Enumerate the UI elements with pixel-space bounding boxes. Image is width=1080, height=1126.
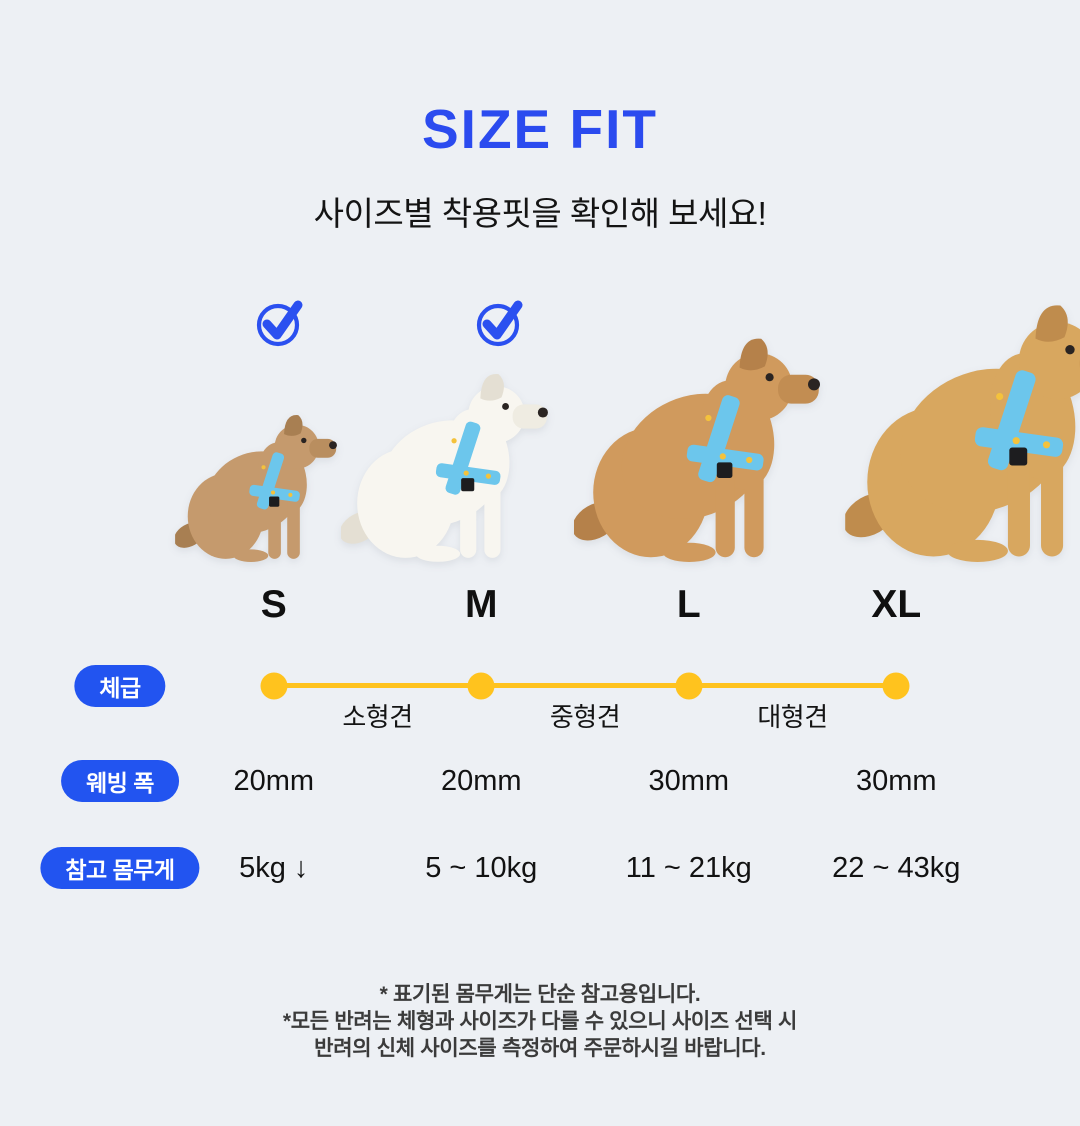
- timeline-segment-label: 중형견: [549, 702, 621, 732]
- weight-class-pill: 체급: [74, 665, 166, 707]
- dog-photos-row: [170, 298, 1000, 562]
- size-labels-row: S M L XL: [170, 581, 1000, 629]
- timeline-line: [274, 683, 896, 688]
- size-label-xl: XL: [871, 583, 922, 626]
- webbing-width-row: 웨빙 폭 20mm 20mm 30mm 30mm: [0, 757, 1080, 805]
- webbing-value-l: 30mm: [648, 764, 730, 797]
- footnote: * 표기된 몸무게는 단순 참고용입니다. *모든 반려는 체형과 사이즈가 다…: [0, 981, 1080, 1062]
- page-title: SIZE FIT: [422, 98, 658, 160]
- timeline-dot: [260, 672, 288, 699]
- footnote-line: 반려의 신체 사이즈를 측정하여 주문하시길 바랍니다.: [314, 1037, 766, 1060]
- webbing-width-pill: 웨빙 폭: [61, 760, 179, 802]
- webbing-value-m: 20mm: [440, 764, 522, 797]
- timeline-dot: [675, 672, 703, 699]
- ref-weight-row: 참고 몸무게 5kg ↓ 5 ~ 10kg 11 ~ 21kg 22 ~ 43k…: [0, 844, 1080, 892]
- size-label-m: M: [465, 583, 498, 626]
- ref-weight-pill: 참고 몸무게: [40, 847, 200, 889]
- dog-illustration-m: [341, 370, 553, 562]
- ref-weight-value-l: 11 ~ 21kg: [625, 851, 752, 884]
- dog-illustration-l: [574, 334, 826, 562]
- weight-class-row: 체급 소형견 중형견 대형견: [0, 660, 1080, 736]
- timeline-segment-label: 소형견: [342, 702, 413, 732]
- dog-illustration-s: [175, 412, 341, 562]
- ref-weight-value-m: 5 ~ 10kg: [425, 851, 538, 884]
- timeline-dot: [467, 672, 495, 699]
- weight-class-timeline: 소형견 중형견 대형견: [170, 660, 1000, 736]
- timeline-dot: [882, 672, 910, 699]
- footnote-line: * 표기된 몸무게는 단순 참고용입니다.: [379, 983, 701, 1006]
- ref-weight-value-s: 5kg ↓: [239, 851, 309, 884]
- footnote-line: *모든 반려는 체형과 사이즈가 다를 수 있으니 사이즈 선택 시: [282, 1010, 798, 1033]
- webbing-value-xl: 30mm: [855, 764, 937, 797]
- page-subtitle: 사이즈별 착용핏을 확인해 보세요!: [313, 195, 767, 232]
- ref-weight-value-xl: 22 ~ 43kg: [832, 851, 961, 884]
- size-label-l: L: [676, 583, 701, 626]
- dog-illustration-xl: [845, 300, 1080, 562]
- webbing-value-s: 20mm: [233, 764, 315, 797]
- size-label-s: S: [260, 583, 287, 626]
- timeline-segment-label: 대형견: [757, 702, 828, 732]
